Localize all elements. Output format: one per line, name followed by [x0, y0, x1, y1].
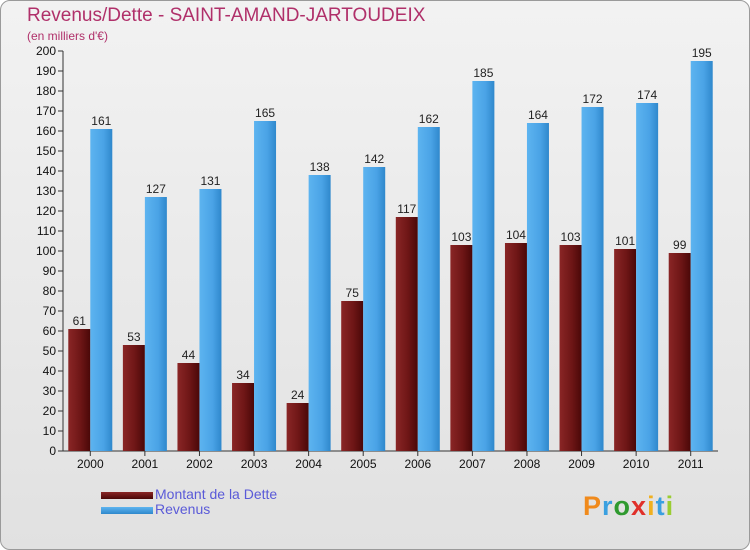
- data-label-dette-2010: 101: [615, 234, 635, 248]
- y-tick-label: 30: [43, 384, 57, 398]
- bar-revenus-2010: [636, 103, 659, 451]
- data-label-dette-2006: 117: [397, 202, 416, 216]
- y-tick-label: 90: [43, 264, 57, 278]
- bar-revenus-2011: [690, 61, 713, 451]
- data-label-dette-2003: 34: [236, 368, 250, 382]
- data-label-revenus-2003: 165: [255, 106, 275, 120]
- x-tick-label-2003: 2003: [241, 457, 268, 471]
- bar-revenus-2006: [417, 127, 440, 451]
- bar-dette-2010: [614, 249, 637, 451]
- x-tick-label-2005: 2005: [350, 457, 377, 471]
- x-tick-label-2008: 2008: [514, 457, 541, 471]
- bar-revenus-2000: [90, 129, 113, 451]
- bar-dette-2003: [232, 383, 255, 451]
- legend-swatch-dette: [101, 492, 153, 499]
- data-label-revenus-2009: 172: [583, 92, 603, 106]
- y-tick-label: 70: [43, 304, 57, 318]
- y-tick-label: 100: [36, 244, 56, 258]
- legend-label-dette: Montant de la Dette: [155, 486, 278, 502]
- logo-letter: t: [655, 491, 666, 521]
- y-tick-label: 120: [36, 204, 56, 218]
- bar-dette-2001: [122, 345, 145, 451]
- data-label-revenus-2007: 185: [473, 66, 493, 80]
- y-tick-label: 170: [36, 104, 56, 118]
- data-label-revenus-2010: 174: [637, 88, 657, 102]
- bar-dette-2011: [668, 253, 691, 451]
- logo-letter: o: [613, 491, 632, 521]
- y-tick-label: 80: [43, 284, 57, 298]
- data-label-dette-2011: 99: [673, 238, 687, 252]
- bar-dette-2002: [177, 363, 200, 451]
- bar-dette-2005: [341, 301, 364, 451]
- y-tick-label: 20: [43, 404, 57, 418]
- data-label-dette-2000: 61: [73, 314, 87, 328]
- data-label-dette-2002: 44: [182, 348, 196, 362]
- bar-revenus-2004: [308, 175, 331, 451]
- data-label-revenus-2006: 162: [419, 112, 439, 126]
- data-label-dette-2001: 53: [127, 330, 141, 344]
- y-tick-label: 160: [36, 124, 56, 138]
- bar-revenus-2009: [581, 107, 604, 451]
- chart-subtitle: (en milliers d'€): [27, 29, 108, 43]
- x-tick-label-2011: 2011: [678, 457, 704, 471]
- y-tick-label: 130: [36, 184, 56, 198]
- logo-letter: P: [583, 491, 603, 521]
- chart-title: Revenus/Dette - SAINT-AMAND-JARTOUDEIX: [27, 5, 426, 26]
- data-label-revenus-2008: 164: [528, 108, 548, 122]
- y-tick-label: 0: [49, 444, 56, 458]
- x-tick-label-2002: 2002: [186, 457, 213, 471]
- proxiti-logo: Proxiti: [583, 491, 674, 522]
- logo-letter: x: [631, 491, 648, 521]
- data-label-revenus-2011: 195: [692, 46, 712, 60]
- bar-dette-2007: [450, 245, 473, 451]
- data-label-dette-2008: 104: [506, 228, 526, 242]
- bar-revenus-2003: [254, 121, 277, 451]
- legend-label-revenus: Revenus: [155, 501, 211, 517]
- x-tick-label-2007: 2007: [459, 457, 486, 471]
- bar-dette-2006: [395, 217, 418, 451]
- bar-dette-2004: [286, 403, 309, 451]
- logo-letter: i: [665, 491, 675, 521]
- bar-revenus-2007: [472, 81, 495, 451]
- data-label-revenus-2000: 161: [91, 114, 111, 128]
- data-label-dette-2007: 103: [451, 230, 471, 244]
- x-tick-label-2006: 2006: [404, 457, 431, 471]
- legend-swatch-revenus: [101, 507, 153, 514]
- x-tick-label-2010: 2010: [623, 457, 650, 471]
- bar-dette-2009: [559, 245, 582, 451]
- bar-revenus-2002: [199, 189, 222, 451]
- y-tick-label: 200: [36, 44, 56, 58]
- x-tick-label-2000: 2000: [77, 457, 104, 471]
- data-label-dette-2005: 75: [346, 286, 360, 300]
- logo-letter: r: [602, 491, 614, 521]
- data-label-dette-2004: 24: [291, 388, 305, 402]
- y-tick-label: 190: [36, 64, 56, 78]
- y-tick-label: 140: [36, 164, 56, 178]
- data-label-dette-2009: 103: [561, 230, 581, 244]
- y-tick-label: 50: [43, 344, 57, 358]
- bar-revenus-2001: [144, 197, 167, 451]
- y-tick-label: 10: [43, 424, 57, 438]
- y-tick-label: 60: [43, 324, 57, 338]
- bar-revenus-2005: [363, 167, 386, 451]
- logo-letter: i: [647, 491, 656, 521]
- x-tick-label-2001: 2001: [132, 457, 159, 471]
- x-tick-label-2009: 2009: [568, 457, 595, 471]
- bar-dette-2000: [68, 329, 91, 451]
- y-tick-label: 40: [43, 364, 57, 378]
- y-tick-label: 180: [36, 84, 56, 98]
- data-label-revenus-2004: 138: [310, 160, 330, 174]
- y-tick-label: 150: [36, 144, 56, 158]
- x-tick-label-2004: 2004: [295, 457, 322, 471]
- data-label-revenus-2001: 127: [146, 182, 166, 196]
- bar-revenus-2008: [526, 123, 549, 451]
- y-tick-label: 110: [37, 224, 56, 238]
- data-label-revenus-2002: 131: [200, 174, 220, 188]
- bar-dette-2008: [504, 243, 527, 451]
- data-label-revenus-2005: 142: [364, 152, 384, 166]
